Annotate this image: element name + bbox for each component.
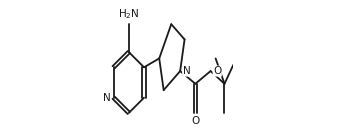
Text: N: N — [103, 93, 110, 103]
Text: O: O — [213, 66, 221, 76]
Text: N: N — [183, 66, 190, 76]
Text: O: O — [191, 116, 200, 126]
Text: H$_2$N: H$_2$N — [118, 7, 140, 21]
